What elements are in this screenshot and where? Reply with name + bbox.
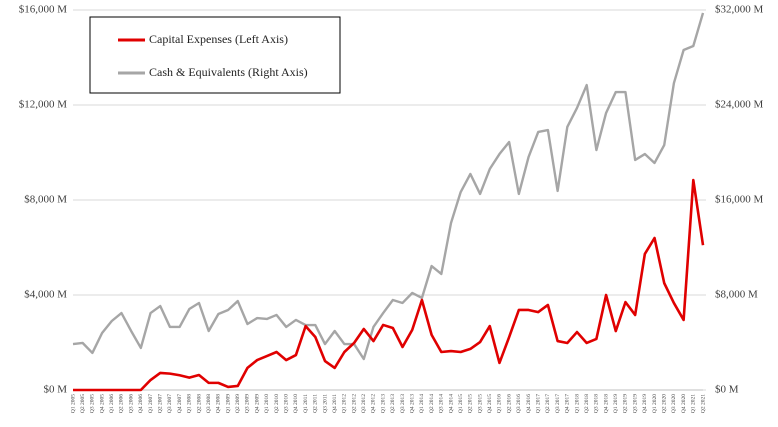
x-tick-label: Q2 2014 [429,394,435,413]
x-tick-label: Q2 2020 [661,394,667,413]
x-tick-label: Q4 2020 [681,394,687,413]
x-tick-label: Q4 2011 [332,394,338,413]
x-tick-label: Q3 2020 [671,394,677,413]
x-tick-label: Q3 2013 [400,394,406,413]
legend-label: Cash & Equivalents (Right Axis) [149,65,308,79]
x-tick-label: Q1 2016 [497,394,503,413]
x-tick-label: Q3 2009 [245,394,251,413]
y2-tick-label: $16,000 M [715,194,764,206]
x-tick-label: Q1 2018 [574,394,580,413]
y-tick-label: $16,000 M [19,4,68,16]
legend-label: Capital Expenses (Left Axis) [149,32,288,46]
x-tick-label: Q1 2015 [458,394,464,413]
x-tick-label: Q1 2009 [225,394,231,413]
x-tick-label: Q2 2010 [274,394,280,413]
x-tick-label: Q3 2008 [206,394,212,413]
y-tick-label: $12,000 M [19,99,68,111]
x-tick-label: Q4 2008 [216,394,222,413]
x-tick-label: Q4 2005 [99,394,105,413]
x-tick-label: Q3 2015 [477,394,483,413]
x-tick-label: Q1 2008 [187,394,193,413]
x-tick-label: Q4 2016 [526,394,532,413]
x-tick-label: Q4 2013 [409,394,415,413]
y2-tick-label: $8,000 M [715,289,758,301]
x-tick-label: Q3 2012 [361,394,367,413]
x-tick-label: Q4 2009 [254,394,260,413]
legend: Capital Expenses (Left Axis) Cash & Equiv… [89,16,341,94]
y2-tick-label: $0 M [715,384,739,396]
x-tick-label: Q3 2006 [128,394,134,413]
y2-tick-label: $32,000 M [715,4,764,16]
x-tick-label: Q1 2013 [380,394,386,413]
y2-tick-label: $24,000 M [715,99,764,111]
x-tick-label: Q4 2010 [293,394,299,413]
x-tick-label: Q2 2013 [390,394,396,413]
x-tick-label: Q3 2019 [632,394,638,413]
series-line [73,178,705,392]
x-tick-label: Q1 2017 [535,394,541,413]
series-line [72,12,705,361]
x-tick-label: Q3 2014 [439,394,445,413]
x-tick-label: Q4 2006 [138,394,144,413]
x-tick-label: Q2 2005 [80,394,86,413]
x-tick-label: Q2 2021 [700,394,706,413]
x-tick-label: Q1 2007 [148,394,154,413]
x-tick-label: Q2 2019 [623,394,629,413]
y-tick-label: $0 M [43,384,67,396]
y-tick-label: $8,000 M [24,194,67,206]
x-tick-label: Q3 2007 [167,394,173,413]
x-tick-label: Q2 2015 [468,394,474,413]
x-tick-label: Q3 2010 [283,394,289,413]
x-tick-label: Q4 2017 [565,394,571,413]
x-tick-label: Q1 2019 [613,394,619,413]
x-tick-label: Q3 2005 [90,394,96,413]
x-tick-label: Q1 2011 [303,394,309,413]
x-tick-label: Q2 2006 [119,394,125,413]
x-tick-label: Q2 2011 [313,394,319,413]
x-tick-label: Q4 2015 [487,394,493,413]
legend-box [89,16,341,94]
x-tick-label: Q3 2016 [516,394,522,413]
x-tick-label: Q3 2017 [555,394,561,413]
x-tick-label: Q4 2007 [177,394,183,413]
x-tick-label: Q3 2011 [322,394,328,413]
x-tick-label: Q1 2006 [109,394,115,413]
x-tick-label: Q1 2020 [652,394,658,413]
x-tick-label: Q4 2014 [448,394,454,413]
x-tick-label: Q2 2007 [157,394,163,413]
x-tick-label: Q3 2018 [594,394,600,413]
x-tick-label: Q2 2012 [351,394,357,413]
x-tick-label: Q1 2012 [342,394,348,413]
x-tick-label: Q4 2012 [371,394,377,413]
x-tick-label: Q2 2018 [584,394,590,413]
x-tick-label: Q4 2018 [603,394,609,413]
x-tick-label: Q2 2009 [235,394,241,413]
y-tick-label: $4,000 M [24,289,67,301]
x-tick-label: Q2 2016 [506,394,512,413]
x-tick-label: Q2 2008 [196,394,202,413]
x-tick-label: Q1 2010 [264,394,270,413]
x-tick-label: Q1 2005 [70,394,76,413]
x-tick-label: Q4 2019 [642,394,648,413]
x-tick-label: Q2 2017 [545,394,551,413]
x-tick-label: Q1 2021 [691,394,697,413]
x-tick-label: Q1 2014 [419,394,425,413]
